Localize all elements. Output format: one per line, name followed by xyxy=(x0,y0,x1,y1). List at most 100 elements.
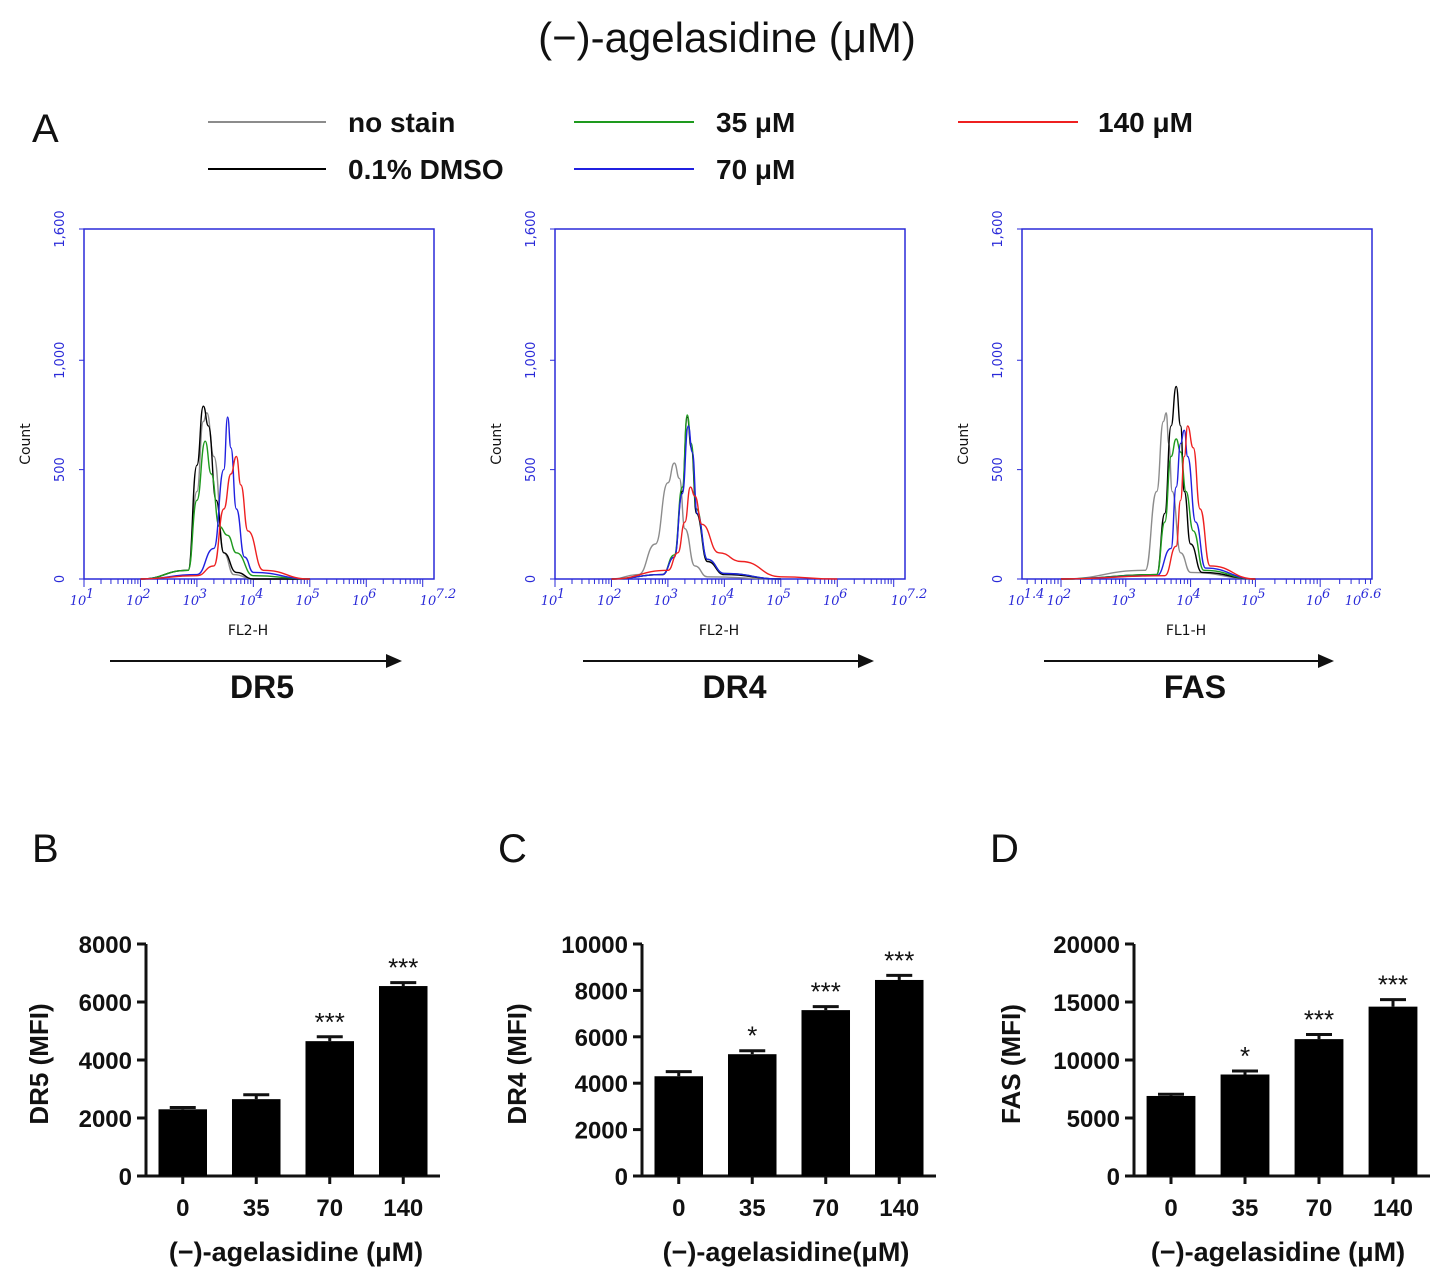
bars-dr5-mfi-bar-70 xyxy=(305,1041,355,1176)
hist-dr5-y-tick-label: 0 xyxy=(53,575,68,583)
bars-fas-mfi-bar-70 xyxy=(1294,1039,1344,1176)
histogram-dr4: 10 1 10 2 10 3 10 4 10 5 10 6 10 7.205001,0001,600Cou… xyxy=(489,210,927,705)
bars-dr4-mfi-y-tick-label: 8000 xyxy=(575,978,628,1005)
hist-dr5-y-tick-label: 1,000 xyxy=(53,342,68,379)
bars-fas-mfi-x-axis-label: (−)-agelasidine (μM) xyxy=(1151,1237,1405,1267)
bars-dr5-mfi-significance-140: *** xyxy=(388,953,418,983)
panel-letter-a: A xyxy=(32,107,59,151)
bars-dr5-mfi-y-tick-label: 6000 xyxy=(79,990,132,1017)
hist-dr4-series-no-stain xyxy=(611,462,781,580)
hist-dr5-x-tick-label: 10 xyxy=(420,594,437,609)
hist-dr5-marker-label: DR5 xyxy=(230,669,294,705)
bars-dr4-mfi-y-tick-label: 4000 xyxy=(575,1071,628,1098)
bars-dr4-mfi-bar-0 xyxy=(654,1076,704,1176)
hist-dr4-marker-arrow-head xyxy=(858,654,874,668)
bars-dr5-mfi-x-axis-label: (−)-agelasidine (μM) xyxy=(169,1237,423,1267)
hist-fas-x-tick-exponent: 1.4 xyxy=(1024,587,1045,602)
bars-fas-mfi-y-tick-label: 5000 xyxy=(1067,1106,1120,1133)
bars-dr5-mfi-category-label: 140 xyxy=(383,1195,423,1222)
hist-dr4-x-tick-exponent: 3 xyxy=(670,587,678,602)
bars-dr4-mfi-significance-35: * xyxy=(747,1021,757,1051)
legend-label-dmso: 0.1% DMSO xyxy=(348,154,504,185)
hist-dr5-x-tick-label: 10 xyxy=(352,594,369,609)
hist-dr5-x-tick-exponent: 2 xyxy=(141,587,150,602)
hist-dr4-y-tick-label: 0 xyxy=(524,575,539,583)
hist-fas-x-tick-label: 10 xyxy=(1241,594,1258,609)
bars-fas-mfi-category-label: 35 xyxy=(1232,1195,1259,1222)
hist-dr5-marker-arrow-head xyxy=(386,654,402,668)
legend-label-70um: 70 μM xyxy=(716,154,795,185)
hist-fas-x-tick-exponent: 2 xyxy=(1062,587,1071,602)
legend-label-no-stain: no stain xyxy=(348,107,455,138)
hist-fas-x-tick-exponent: 6.6 xyxy=(1361,587,1382,602)
bars-dr4-mfi-bar-35 xyxy=(727,1054,777,1176)
bars-dr4-mfi-y-tick-label: 0 xyxy=(615,1164,628,1191)
hist-fas-series-35-m xyxy=(1060,438,1256,580)
hist-dr4-x-tick-exponent: 6 xyxy=(839,587,847,602)
figure-title: (−)-agelasidine (μM) xyxy=(538,14,916,61)
bars-dr4-mfi-bar-70 xyxy=(801,1010,851,1176)
bars-fas-mfi-bar-140 xyxy=(1368,1006,1418,1176)
bar-chart-dr4: 0 2000 4000 6000 8000 10000 0 * 35 *** 70 *** 140 DR4… xyxy=(502,932,936,1267)
bars-fas-mfi-y-tick-label: 10000 xyxy=(1053,1048,1120,1075)
hist-dr4-marker-label: DR4 xyxy=(702,669,766,705)
hist-fas-x-tick-exponent: 6 xyxy=(1322,587,1330,602)
bars-dr5-mfi-bar-140 xyxy=(378,986,428,1176)
hist-dr4-x-axis-label: FL2-H xyxy=(699,623,739,639)
hist-dr4-x-tick-label: 10 xyxy=(823,594,840,609)
hist-dr5-x-tick-label: 10 xyxy=(183,594,200,609)
bars-fas-mfi-category-label: 0 xyxy=(1164,1195,1177,1222)
bars-dr5-mfi-y-axis-label: DR5 (MFI) xyxy=(24,1003,54,1124)
legend-item-no-stain: no stain xyxy=(208,107,455,138)
hist-dr5-x-tick-exponent: 5 xyxy=(312,587,320,602)
hist-fas-y-tick-label: 1,000 xyxy=(991,342,1006,379)
hist-dr4-y-tick-label: 500 xyxy=(524,457,539,482)
bars-dr5-mfi-y-tick-label: 8000 xyxy=(79,932,132,959)
hist-dr5-x-tick-exponent: 3 xyxy=(199,587,207,602)
bars-dr5-mfi-y-tick-label: 0 xyxy=(119,1164,132,1191)
bars-dr4-mfi-y-tick-label: 10000 xyxy=(561,932,628,959)
hist-dr5-y-tick-label: 1,600 xyxy=(53,210,68,247)
panel-letter-d: D xyxy=(990,827,1019,871)
hist-dr5-x-axis-label: FL2-H xyxy=(228,623,268,639)
hist-dr5-x-tick-label: 10 xyxy=(126,594,143,609)
hist-dr4-x-tick-label: 10 xyxy=(541,594,558,609)
hist-fas-x-tick-label: 10 xyxy=(1008,594,1025,609)
bars-dr5-mfi-bar-35 xyxy=(231,1099,281,1176)
bars-dr4-mfi-category-label: 140 xyxy=(879,1195,919,1222)
hist-dr5-x-tick-label: 10 xyxy=(70,594,87,609)
hist-dr5-x-tick-exponent: 6 xyxy=(368,587,376,602)
hist-fas-x-tick-exponent: 4 xyxy=(1191,587,1200,602)
bars-dr5-mfi-bar-0 xyxy=(158,1109,208,1176)
legend-label-35um: 35 μM xyxy=(716,107,795,138)
hist-dr4-x-tick-label: 10 xyxy=(891,594,908,609)
hist-fas-x-tick-label: 10 xyxy=(1112,594,1129,609)
hist-fas-y-tick-label: 1,600 xyxy=(991,210,1006,247)
hist-dr4-y-axis-label: Count xyxy=(489,423,505,465)
hist-dr4-x-tick-exponent: 5 xyxy=(783,587,791,602)
bars-fas-mfi-y-axis-label: FAS (MFI) xyxy=(996,1004,1026,1124)
bars-dr5-mfi-y-tick-label: 2000 xyxy=(79,1106,132,1133)
bars-dr4-mfi-bar-140 xyxy=(874,979,924,1176)
legend-item-35um: 35 μM xyxy=(574,107,795,138)
hist-fas-x-tick-label: 10 xyxy=(1047,594,1064,609)
bars-fas-mfi-bar-35 xyxy=(1220,1074,1270,1176)
bars-fas-mfi-significance-70: *** xyxy=(1304,1004,1334,1034)
hist-dr4-y-tick-label: 1,000 xyxy=(524,342,539,379)
hist-dr4-x-tick-exponent: 4 xyxy=(725,587,734,602)
bars-fas-mfi-y-tick-label: 0 xyxy=(1107,1164,1120,1191)
panel-letter-b: B xyxy=(32,827,59,871)
hist-fas-series-140-m xyxy=(1060,425,1256,580)
bars-dr4-mfi-y-tick-label: 6000 xyxy=(575,1025,628,1052)
bars-fas-mfi-category-label: 70 xyxy=(1306,1195,1333,1222)
hist-dr4-frame xyxy=(554,228,906,580)
legend-item-dmso: 0.1% DMSO xyxy=(208,154,504,185)
bars-dr5-mfi-category-label: 0 xyxy=(176,1195,189,1222)
hist-dr4-x-tick-exponent: 7.2 xyxy=(907,587,928,602)
bars-fas-mfi-y-tick-label: 15000 xyxy=(1053,990,1120,1017)
bars-fas-mfi-significance-35: * xyxy=(1240,1041,1250,1071)
hist-fas-marker-arrow-head xyxy=(1318,654,1334,668)
bars-dr4-mfi-y-axis-label: DR4 (MFI) xyxy=(502,1003,532,1124)
hist-dr4-y-tick-label: 1,600 xyxy=(524,210,539,247)
